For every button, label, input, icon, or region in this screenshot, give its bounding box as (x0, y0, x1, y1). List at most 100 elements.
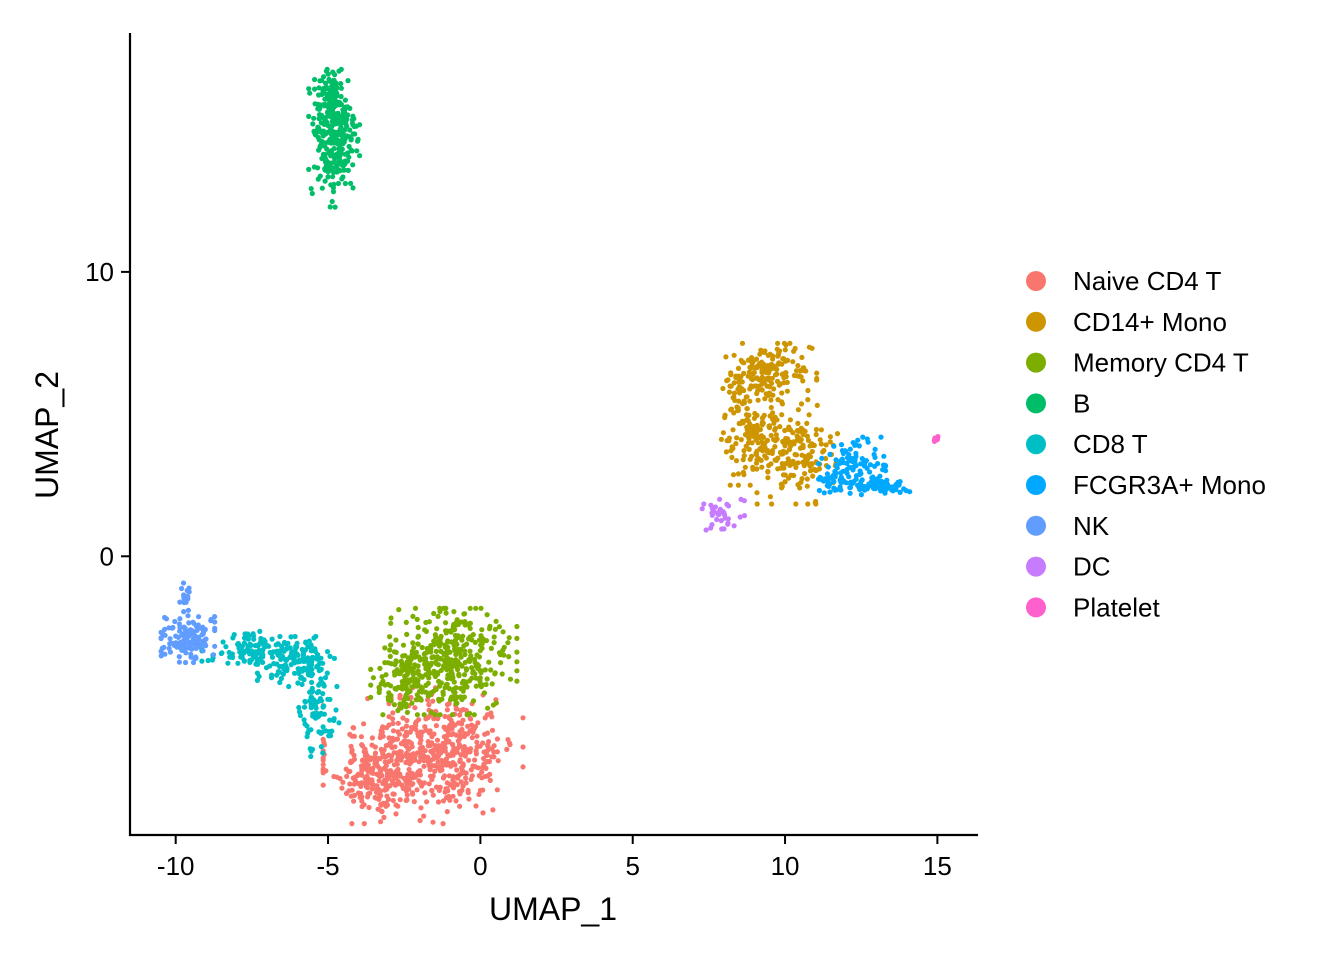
scatter-point (813, 426, 820, 433)
scatter-point (314, 690, 320, 696)
scatter-point (435, 638, 441, 645)
scatter-point (699, 506, 705, 512)
scatter-point (405, 771, 411, 778)
scatter-point (412, 662, 418, 668)
scatter-point (382, 682, 388, 688)
scatter-point (348, 180, 354, 186)
scatter-point (315, 652, 321, 658)
scatter-point (446, 686, 453, 692)
scatter-point (800, 444, 806, 451)
scatter-point (334, 683, 340, 690)
scatter-point (433, 648, 439, 655)
scatter-point (725, 520, 731, 526)
scatter-point (282, 662, 288, 668)
scatter-point (426, 619, 432, 625)
scatter-point (251, 636, 257, 642)
scatter-point (241, 640, 247, 646)
scatter-point (805, 501, 811, 507)
scatter-point (731, 380, 737, 386)
scatter-point (388, 615, 394, 621)
scatter-point (338, 141, 344, 147)
scatter-point (479, 769, 485, 775)
scatter-point (480, 740, 486, 746)
scatter-point (346, 154, 352, 160)
scatter-point (780, 472, 787, 478)
scatter-point (794, 427, 801, 434)
scatter-point (810, 473, 816, 479)
scatter-point (196, 614, 202, 620)
x-tick-label: 10 (771, 851, 800, 881)
scatter-point (377, 766, 383, 772)
scatter-point (415, 641, 421, 647)
scatter-point (406, 756, 412, 763)
scatter-point (346, 143, 352, 150)
scatter-point (733, 458, 740, 464)
scatter-point (844, 455, 851, 461)
scatter-point (316, 668, 322, 674)
scatter-point (344, 773, 350, 780)
scatter-point (361, 749, 367, 755)
scatter-point (443, 605, 449, 611)
scatter-point (303, 658, 309, 664)
scatter-point (396, 780, 402, 786)
scatter-point (316, 125, 322, 131)
scatter-point (407, 761, 413, 767)
scatter-point (379, 674, 385, 680)
scatter-point (288, 634, 294, 640)
scatter-point (347, 127, 353, 133)
scatter-point (777, 381, 784, 387)
scatter-point (461, 672, 468, 678)
scatter-point (795, 407, 802, 413)
scatter-point (386, 758, 392, 765)
scatter-point (346, 788, 352, 794)
scatter-point (449, 732, 455, 738)
scatter-point (735, 405, 741, 411)
scatter-point (491, 640, 497, 646)
scatter-point (770, 353, 776, 359)
scatter-point (413, 726, 419, 733)
scatter-point (767, 494, 774, 500)
scatter-point (458, 654, 464, 660)
scatter-point (331, 104, 337, 110)
scatter-point (409, 648, 415, 654)
scatter-point (452, 637, 458, 644)
scatter-point (833, 462, 840, 468)
legend-swatch (1026, 475, 1046, 495)
scatter-point (769, 375, 775, 381)
legend-item: Platelet (1026, 592, 1160, 622)
scatter-point (453, 732, 459, 738)
scatter-point (190, 638, 196, 644)
scatter-point (720, 385, 726, 392)
scatter-point (426, 702, 432, 708)
scatter-point (378, 792, 384, 799)
scatter-point (805, 437, 812, 443)
legend-swatch (1026, 434, 1046, 455)
scatter-point (435, 671, 441, 677)
scatter-point (775, 466, 781, 472)
scatter-point (457, 789, 463, 795)
scatter-point (746, 446, 752, 452)
scatter-point (403, 729, 409, 735)
scatter-point (390, 720, 396, 727)
scatter-point (324, 670, 330, 676)
scatter-point (418, 696, 424, 702)
scatter-point (786, 446, 793, 453)
scatter-point (249, 648, 255, 654)
scatter-point (788, 459, 794, 465)
scatter-point (492, 626, 498, 632)
scatter-point (419, 689, 425, 695)
scatter-point (809, 345, 815, 351)
scatter-point (816, 487, 823, 494)
scatter-point (412, 654, 418, 660)
scatter-point (386, 742, 392, 748)
scatter-point (162, 614, 168, 621)
scatter-point (484, 752, 490, 758)
scatter-point (410, 791, 416, 797)
scatter-point (395, 720, 401, 726)
scatter-point (796, 373, 803, 379)
scatter-point (286, 683, 292, 690)
scatter-point (460, 633, 466, 639)
scatter-point (802, 471, 808, 477)
scatter-point (312, 76, 318, 83)
scatter-point (774, 371, 780, 377)
